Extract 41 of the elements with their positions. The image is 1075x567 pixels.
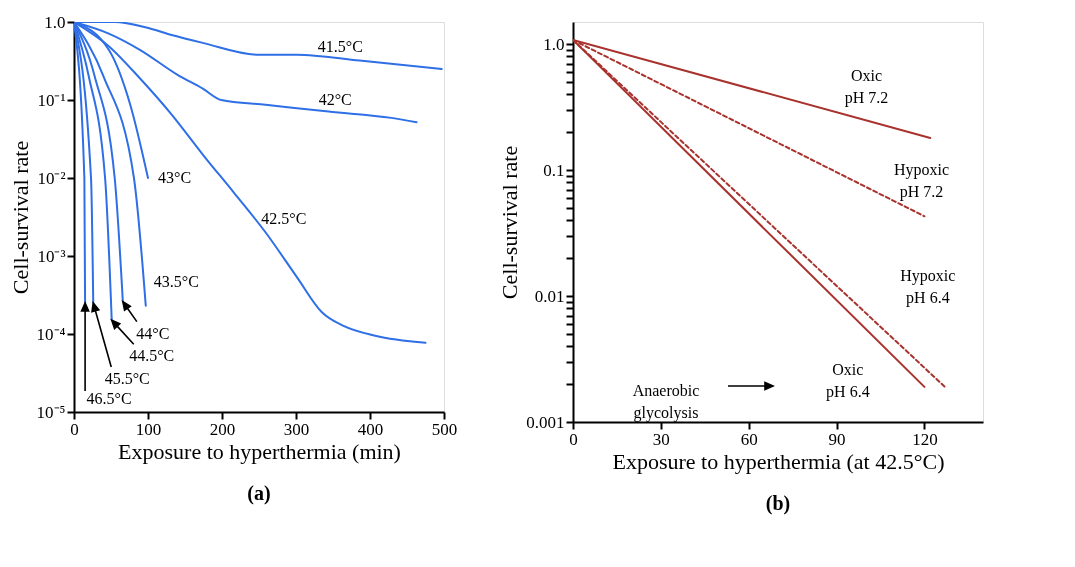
annotation: 42°C	[318, 91, 352, 109]
x-axis-title: Exposure to hyperthermia (at 42.5°C)	[612, 448, 945, 474]
annotation: Hypoxic pH 6.4	[900, 267, 956, 308]
annotation: 43.5°C	[153, 272, 199, 290]
x-tick-label: 30	[652, 429, 670, 449]
y-tick-label: 10⁻⁴	[36, 324, 66, 344]
annotation: 43°C	[158, 169, 192, 186]
y-tick-label: 0.1	[543, 160, 565, 180]
x-tick-label: 0	[569, 429, 578, 449]
y-tick-label: 0.001	[526, 412, 565, 432]
x-tick-label: 400	[357, 419, 384, 439]
x-tick-label: 200	[209, 419, 236, 439]
y-axis-title: Cell-survival rate	[7, 140, 33, 295]
y-tick-label: 1.0	[543, 34, 565, 54]
annotation: 41.5°C	[317, 37, 363, 55]
text: (a)	[247, 482, 271, 505]
y-tick-label: 10⁻³	[37, 246, 66, 266]
annotation: 44.5°C	[129, 347, 175, 365]
y-axis-title: Cell-survival rate	[497, 145, 523, 300]
y-tick-label: 10⁻²	[37, 168, 66, 188]
x-tick-label: 0	[70, 419, 79, 439]
y-tick-label: 10⁻⁵	[36, 402, 66, 422]
annotation: Oxic pH 7.2	[844, 66, 889, 107]
y-tick-label: 0.01	[534, 286, 565, 306]
y-tick-label: 10⁻¹	[37, 90, 66, 110]
x-tick-label: 500	[431, 419, 458, 439]
annotation: Hypoxic pH 7.2	[893, 161, 949, 202]
text: (b)	[765, 492, 791, 515]
annotation: Anaerobic glycolysis	[632, 382, 700, 422]
annotation: 44°C	[136, 324, 170, 342]
x-tick-label: 120	[912, 429, 938, 449]
x-tick-label: 90	[828, 429, 846, 449]
annotation: 46.5°C	[86, 389, 132, 407]
x-tick-label: 300	[283, 419, 310, 439]
x-tick-label: 100	[135, 419, 162, 439]
x-tick-label: 60	[740, 429, 758, 449]
y-tick-label: 1.0	[44, 12, 66, 32]
annotation: 45.5°C	[104, 369, 150, 387]
annotation: 42.5°C	[261, 209, 307, 227]
annotation: Oxic pH 6.4	[826, 360, 870, 401]
x-axis-title: Exposure to hyperthermia (min)	[118, 438, 401, 464]
